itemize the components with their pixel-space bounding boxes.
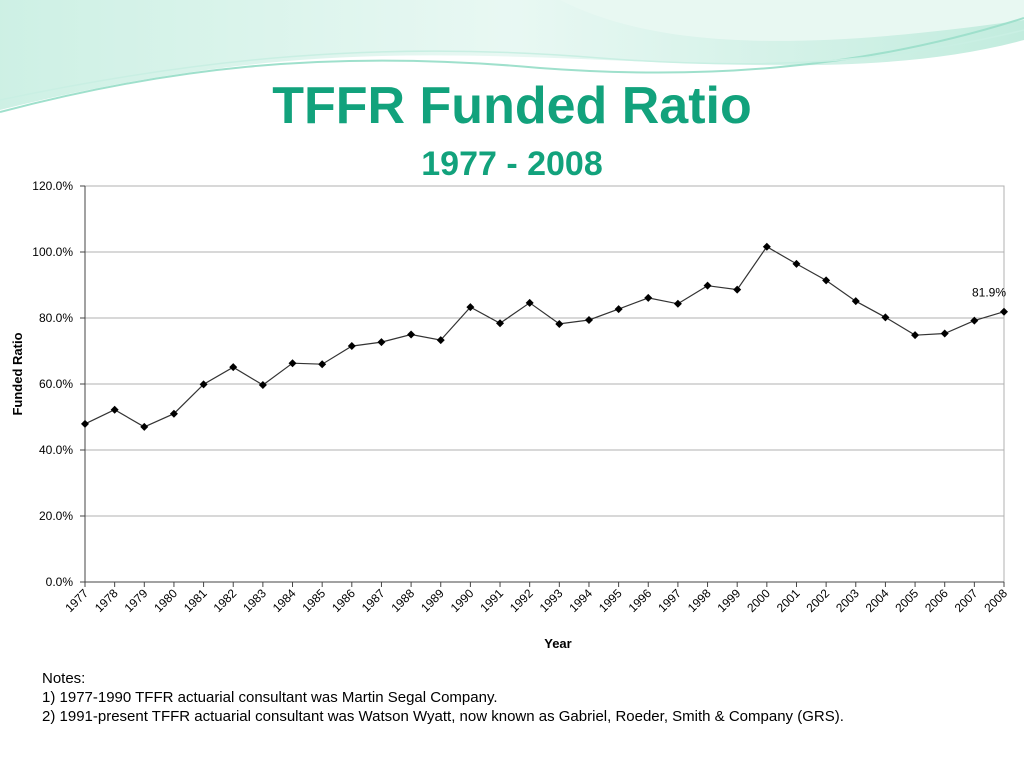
x-tick-label: 2008 bbox=[981, 586, 1010, 615]
data-point-marker bbox=[584, 315, 593, 324]
x-tick-label: 2000 bbox=[744, 586, 773, 615]
x-tick-label: 2001 bbox=[774, 586, 803, 615]
x-tick-label: 1977 bbox=[62, 586, 91, 615]
y-tick-label: 20.0% bbox=[39, 509, 73, 523]
x-tick-label: 1996 bbox=[626, 586, 655, 615]
data-point-marker bbox=[466, 303, 475, 312]
x-tick-label: 1983 bbox=[240, 586, 269, 615]
data-point-marker bbox=[288, 359, 297, 368]
y-axis-label: Funded Ratio bbox=[10, 332, 25, 415]
x-tick-label: 1999 bbox=[715, 586, 744, 615]
data-point-marker bbox=[673, 299, 682, 308]
notes-block: Notes: 1) 1977-1990 TFFR actuarial consu… bbox=[42, 669, 844, 726]
x-tick-label: 1987 bbox=[359, 586, 388, 615]
data-point-marker bbox=[792, 259, 801, 268]
chart-subtitle: 1977 - 2008 bbox=[421, 145, 603, 183]
funded-ratio-line-chart: 0.0% 20.0% 40.0% 60.0% 80.0% 100.0% 120.0% 197… bbox=[10, 179, 1010, 651]
y-tick-label: 80.0% bbox=[39, 311, 73, 325]
data-point-marker bbox=[525, 298, 534, 307]
x-tick-label: 1989 bbox=[418, 586, 447, 615]
x-tick-label: 1993 bbox=[537, 586, 566, 615]
series-line bbox=[84, 245, 1005, 428]
data-point-marker bbox=[644, 293, 653, 302]
data-point-marker bbox=[614, 305, 623, 314]
x-tick-label: 1981 bbox=[181, 586, 210, 615]
data-point-marker bbox=[199, 380, 208, 389]
data-point-marker bbox=[318, 360, 327, 369]
data-point-marker bbox=[169, 409, 178, 418]
data-point-marker bbox=[762, 242, 771, 251]
data-point-marker bbox=[496, 319, 505, 328]
data-point-marker bbox=[407, 330, 416, 339]
x-tick-label: 1991 bbox=[477, 586, 506, 615]
data-point-marker bbox=[851, 297, 860, 306]
data-point-marker bbox=[110, 405, 119, 414]
data-point-marker bbox=[703, 281, 712, 290]
x-tick-label: 2002 bbox=[803, 586, 832, 615]
x-tick-label: 2004 bbox=[863, 586, 892, 615]
notes-heading: Notes: bbox=[42, 670, 86, 687]
x-tick-label: 1992 bbox=[507, 586, 536, 615]
data-point-marker bbox=[347, 342, 356, 351]
y-tick-label: 40.0% bbox=[39, 443, 73, 457]
note-item-1: 1) 1977-1990 TFFR actuarial consultant w… bbox=[42, 689, 498, 706]
data-point-marker bbox=[555, 319, 564, 328]
y-tick-label: 100.0% bbox=[32, 245, 73, 259]
x-tick-label: 1995 bbox=[596, 586, 625, 615]
data-point-marker bbox=[377, 338, 386, 347]
y-tick-label: 60.0% bbox=[39, 377, 73, 391]
decorative-wave-banner bbox=[0, 0, 1024, 113]
data-point-marker bbox=[822, 276, 831, 285]
x-tick-label: 1980 bbox=[151, 586, 180, 615]
x-tick-label: 1994 bbox=[566, 586, 595, 615]
x-tick-label: 1984 bbox=[270, 586, 299, 615]
x-tick-label: 1988 bbox=[388, 586, 417, 615]
data-label: 81.9% bbox=[972, 286, 1006, 300]
data-point-marker bbox=[258, 380, 267, 389]
x-tick-label: 1982 bbox=[211, 586, 240, 615]
x-tick-label: 1990 bbox=[448, 586, 477, 615]
x-axis-label: Year bbox=[544, 636, 571, 651]
x-tick-label: 2005 bbox=[892, 586, 921, 615]
data-point-marker bbox=[940, 329, 949, 338]
data-point-marker bbox=[81, 419, 89, 428]
note-item-2: 2) 1991-present TFFR actuarial consultan… bbox=[42, 708, 844, 725]
x-tick-label: 1998 bbox=[685, 586, 714, 615]
data-point-marker bbox=[436, 336, 445, 345]
x-tick-label: 2007 bbox=[952, 586, 981, 615]
data-point-marker bbox=[140, 422, 149, 431]
x-tick-label: 1986 bbox=[329, 586, 358, 615]
data-point-marker bbox=[733, 285, 742, 294]
y-tick-label: 120.0% bbox=[32, 179, 73, 193]
data-point-marker bbox=[1000, 307, 1008, 316]
x-tick-label: 2003 bbox=[833, 586, 862, 615]
data-point-marker bbox=[881, 313, 890, 322]
chart-title: TFFR Funded Ratio bbox=[272, 77, 752, 135]
x-tick-label: 1979 bbox=[122, 586, 151, 615]
x-tick-label: 1985 bbox=[300, 586, 329, 615]
wave-front bbox=[0, 0, 1024, 41]
x-tick-label: 2006 bbox=[922, 586, 951, 615]
data-point-marker bbox=[911, 331, 920, 340]
x-tick-label: 1978 bbox=[92, 586, 121, 615]
wave-line-1 bbox=[0, 17, 1024, 113]
data-point-marker bbox=[970, 316, 979, 325]
x-tick-label: 1997 bbox=[655, 586, 684, 615]
wave-line-2 bbox=[0, 29, 1024, 101]
data-point-marker bbox=[229, 363, 238, 372]
y-tick-label: 0.0% bbox=[46, 575, 74, 589]
